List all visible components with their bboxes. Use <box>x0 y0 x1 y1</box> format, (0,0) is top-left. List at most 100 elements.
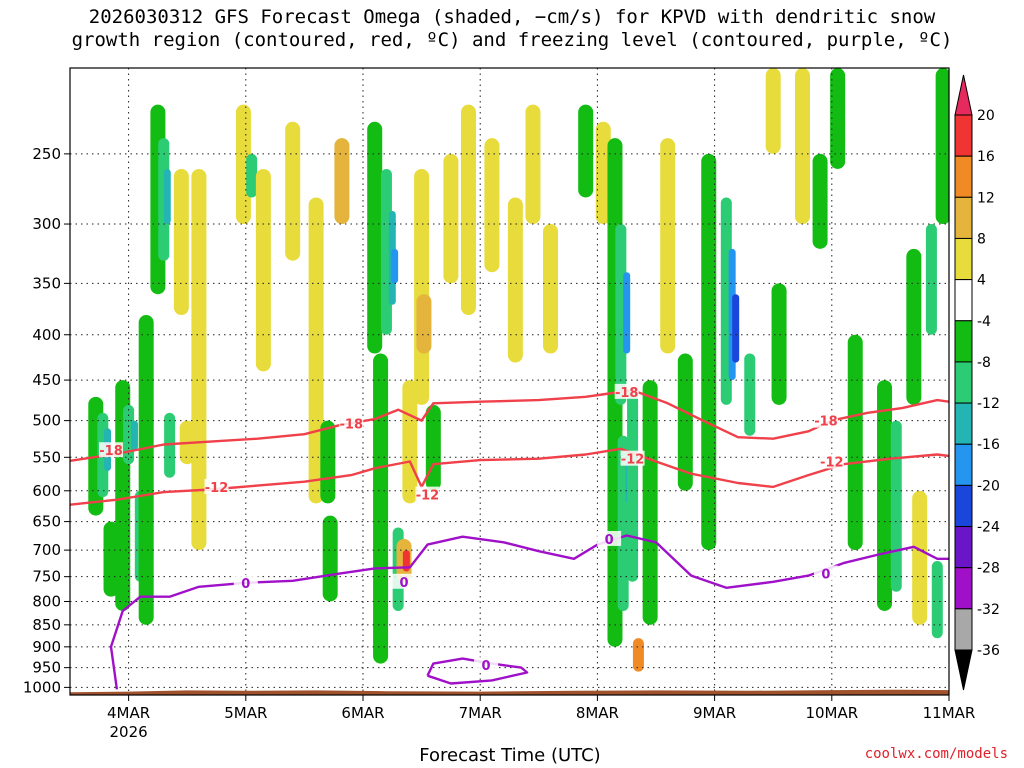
omega-cell-37 <box>460 104 476 316</box>
y-tick-label-9: 700 <box>32 541 61 559</box>
omega-cell-69 <box>925 224 937 335</box>
x-tick-label-6: 10MAR <box>805 704 858 722</box>
colorbar-label-12: -32 <box>977 602 1000 618</box>
contour-label-0-1: -18 <box>340 418 364 433</box>
contour-label-2-1: 0 <box>399 576 408 591</box>
omega-cell-63 <box>830 68 846 169</box>
omega-cell-64 <box>847 334 863 551</box>
omega-cell-54 <box>701 153 717 551</box>
omega-cell-17 <box>246 153 258 198</box>
colorbar-segment-1 <box>954 155 973 198</box>
omega-cell-71 <box>935 68 949 225</box>
omega-cell-21 <box>320 420 336 504</box>
omega-cell-5 <box>123 404 135 465</box>
omega-cell-53 <box>677 353 693 491</box>
x-tick-label-3: 7MAR <box>459 704 502 722</box>
omega-cell-15 <box>191 168 207 551</box>
contour-label-bg-1-3 <box>819 453 844 469</box>
y-tick-label-11: 800 <box>32 593 61 611</box>
omega-cell-67 <box>906 248 922 405</box>
omega-cell-33 <box>414 168 430 405</box>
contour-label-0-3: -18 <box>814 415 838 430</box>
x-tick-label-1: 5MAR <box>224 704 267 722</box>
x-tick-label-7: 11MAR <box>923 704 976 722</box>
omega-cell-35 <box>425 404 441 491</box>
omega-cell-52 <box>660 138 676 354</box>
credit-text: coolwx.com/models <box>864 746 1008 762</box>
omega-cell-66 <box>890 420 902 592</box>
y-tick-label-3: 400 <box>32 326 61 344</box>
y-tick-label-1: 300 <box>32 215 61 233</box>
contour-label-1-3: -12 <box>820 455 844 470</box>
colorbar-segment-0 <box>954 114 973 157</box>
colorbar-segment-11 <box>954 567 973 610</box>
omega-cell-40 <box>525 104 541 225</box>
colorbar-label-6: -8 <box>977 355 991 371</box>
x-tick-label-2: 6MAR <box>341 704 384 722</box>
colorbar-segment-12 <box>954 608 973 651</box>
colorbar-label-5: -4 <box>977 314 991 330</box>
omega-cell-13 <box>173 168 189 316</box>
colorbar-label-11: -28 <box>977 561 1000 577</box>
omega-cell-41 <box>543 224 559 354</box>
omega-cell-42 <box>578 104 594 198</box>
y-tick-label-13: 900 <box>32 638 61 656</box>
contour-label-0-0: -18 <box>99 444 123 459</box>
omega-cell-25 <box>373 353 389 664</box>
omega-cell-6 <box>130 420 138 451</box>
colorbar-segment-8 <box>954 443 973 486</box>
omega-cell-38 <box>484 138 500 273</box>
colorbar-label-10: -24 <box>977 520 1000 536</box>
colorbar-segment-2 <box>954 196 973 239</box>
omega-cell-68 <box>912 490 928 625</box>
colorbar-top-arrow <box>954 74 973 116</box>
omega-cell-51 <box>642 380 658 625</box>
omega-cell-47 <box>623 272 631 354</box>
colorbar-segment-6 <box>954 361 973 404</box>
omega-cell-45 <box>615 224 627 405</box>
chart-title: 2026030312 GFS Forecast Omega (shaded, −… <box>0 6 1024 52</box>
y-tick-label-0: 250 <box>32 145 61 163</box>
contour-label-bg-0-3 <box>813 412 838 428</box>
contour-label-1-0: -12 <box>205 481 229 496</box>
y-tick-label-12: 850 <box>32 616 61 634</box>
omega-cell-34 <box>416 294 432 354</box>
colorbar-segment-4 <box>954 279 973 322</box>
contour-label-3-0: 0 <box>482 659 491 674</box>
colorbar-label-8: -16 <box>977 437 1000 453</box>
contour-label-2-0: 0 <box>241 577 250 592</box>
contour-label-bg-2-2 <box>597 530 622 546</box>
omega-cell-39 <box>507 197 523 363</box>
colorbar-label-2: 12 <box>977 190 995 206</box>
omega-cell-28 <box>391 248 399 284</box>
omega-cell-36 <box>443 153 459 284</box>
x-tick-label-5: 9MAR <box>693 704 736 722</box>
omega-cell-19 <box>285 121 301 261</box>
y-tick-label-7: 600 <box>32 482 61 500</box>
omega-cell-62 <box>812 153 828 249</box>
x-tick-year-label: 2026 <box>110 723 148 741</box>
x-axis-label: Forecast Time (UTC) <box>419 745 601 766</box>
omega-cell-8 <box>138 315 154 625</box>
y-tick-label-2: 350 <box>32 274 61 292</box>
terrain <box>70 689 949 695</box>
contour-label-0-2: -18 <box>615 386 639 401</box>
y-axis: 250 300 350 400 450 500 550 600 650 700 750 800 850 9… <box>23 145 70 696</box>
colorbar-segment-3 <box>954 237 973 281</box>
contour-label-bg-1-0 <box>204 478 229 494</box>
contour-label-bg-0-0 <box>99 442 124 458</box>
y-tick-label-10: 750 <box>32 568 61 586</box>
omega-cell-23 <box>334 138 350 225</box>
colorbar-label-0: 20 <box>977 108 995 124</box>
contour-line-3 <box>426 657 529 685</box>
contour-line-1 <box>70 447 949 506</box>
omega-cell-57 <box>732 294 740 363</box>
x-tick-label-0: 4MAR <box>107 704 150 722</box>
grid-lines <box>70 68 949 695</box>
omega-cell-49 <box>627 388 639 582</box>
omega-shading <box>88 68 949 672</box>
plot-frame <box>69 67 950 696</box>
contour-label-bg-1-1 <box>415 486 440 502</box>
